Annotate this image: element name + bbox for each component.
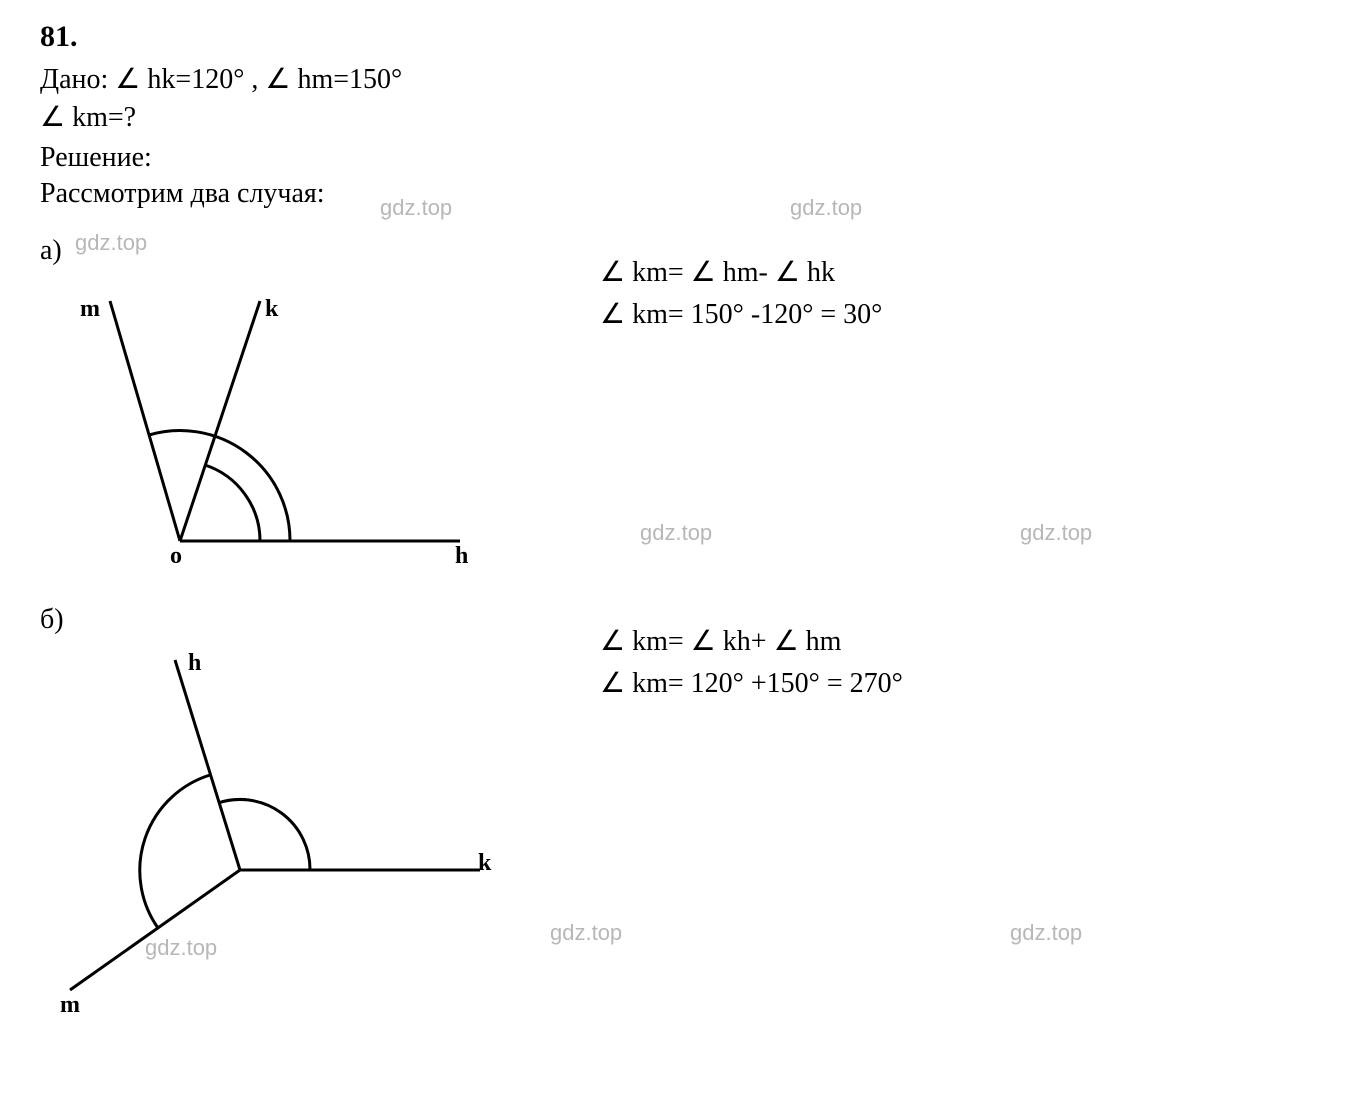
label-h-a: h [455,543,468,570]
label-m-b: m [60,992,80,1019]
label-h-b: h [188,650,201,677]
watermark: gdz.top [640,520,712,546]
diagram-b-svg [60,640,500,1010]
given-angles: ∠ hk=120° , ∠ hm=150° [115,64,402,95]
problem-number: 81. [40,20,1316,54]
two-cases-text: Рассмотрим два случая: [40,178,1316,210]
watermark: gdz.top [1020,520,1092,546]
eq-b-2: ∠ km= 120° +150° = 270° [600,666,903,700]
watermark: gdz.top [790,195,862,221]
label-m-a: m [80,296,100,323]
label-k-a: k [265,296,278,323]
equations-b: ∠ km= ∠ kh+ ∠ hm ∠ km= 120° +150° = 270° [600,624,903,700]
watermark: gdz.top [550,920,622,946]
watermark: gdz.top [380,195,452,221]
given-label: Дано: [40,64,108,95]
eq-a-1: ∠ km= ∠ hm- ∠ hk [600,255,882,289]
watermark: gdz.top [1010,920,1082,946]
eq-a-2: ∠ km= 150° -120° = 30° [600,297,882,331]
case-b-section: б) h k m ∠ km= ∠ kh+ ∠ hm ∠ km= 120° +15… [40,604,1316,1018]
label-k-b: k [478,850,491,877]
diagram-a: m k h o [60,271,480,581]
given-line-1: Дано: ∠ hk=120° , ∠ hm=150° [40,62,1316,96]
find-line: ∠ km=? [40,100,1316,134]
watermark: gdz.top [145,935,217,961]
equations-a: ∠ km= ∠ hm- ∠ hk ∠ km= 150° -120° = 30° [600,255,882,331]
solution-label: Решение: [40,142,1316,174]
label-o-a: o [170,543,182,570]
watermark: gdz.top [75,230,147,256]
eq-b-1: ∠ km= ∠ kh+ ∠ hm [600,624,903,658]
diagram-b: h k m [60,640,500,1010]
